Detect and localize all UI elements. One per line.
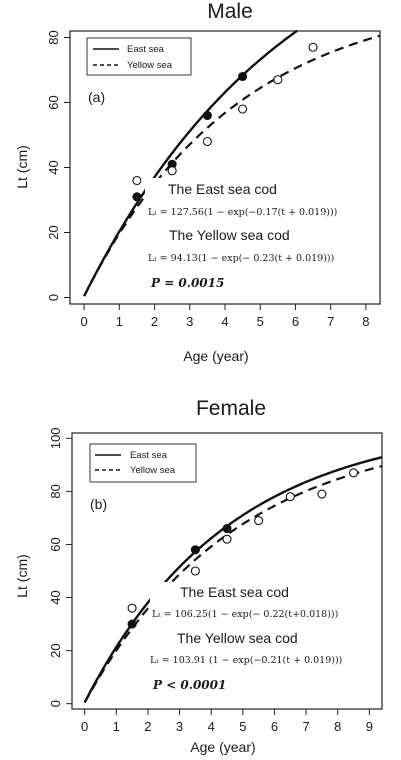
y-tick-label: 20 xyxy=(46,225,61,239)
x-tick-label: 0 xyxy=(80,314,87,329)
y-tick-label: 40 xyxy=(46,160,61,174)
panel-b-east-label: The East sea cod xyxy=(180,584,289,600)
panel-a-data-points xyxy=(132,42,318,202)
panel-a-east-equation: Lₜ = 127.56(1 − exp(−0.17(t + 0.019))) xyxy=(148,207,337,218)
panel-a-y-axis: 0 20 40 60 80 xyxy=(46,30,70,301)
y-tick-label: 0 xyxy=(46,294,61,301)
panel-a-x-axis: 0 1 2 3 4 5 6 7 8 xyxy=(80,304,370,329)
panel-b-plot-frame xyxy=(71,432,383,710)
yellow-sea-point xyxy=(167,166,177,176)
y-tick-label: 100 xyxy=(48,427,63,449)
panel-a-legend-east-label: East sea xyxy=(127,44,165,55)
yellow-sea-point xyxy=(348,468,359,478)
x-tick-label: 8 xyxy=(362,314,369,329)
panel-a-y-axis-title: Lt (cm) xyxy=(14,145,30,189)
yellow-sea-point xyxy=(222,534,232,544)
x-tick-label: 7 xyxy=(327,314,334,329)
panel-b-legend-east-label: East sea xyxy=(130,450,168,461)
panel-a-east-sea-curve xyxy=(83,29,298,297)
panel-a-x-axis-title: Age (year) xyxy=(183,348,248,364)
panel-b-x-axis: 0 1 2 3 4 5 6 7 8 9 xyxy=(81,709,373,734)
yellow-sea-point xyxy=(238,104,248,114)
panel-a-yellow-equation: Lₜ = 94.13(1 − exp(− 0.23(t + 0.019))) xyxy=(148,253,334,264)
y-tick-label: 60 xyxy=(48,537,63,551)
east-sea-point xyxy=(127,619,137,629)
yellow-sea-point xyxy=(308,42,318,52)
panel-b-y-axis: 0 20 40 60 80 100 xyxy=(48,427,72,707)
yellow-sea-point xyxy=(127,603,137,613)
panel-a-label: (a) xyxy=(88,89,105,105)
x-tick-label: 5 xyxy=(257,314,264,329)
x-tick-label: 3 xyxy=(176,719,183,734)
x-tick-label: 5 xyxy=(239,719,246,734)
east-sea-point xyxy=(190,545,200,555)
yellow-sea-point xyxy=(202,136,212,147)
panel-b-legend-yellow-label: Yellow sea xyxy=(130,465,176,476)
panel-b-label: (b) xyxy=(90,496,107,512)
y-tick-label: 20 xyxy=(48,643,63,657)
x-tick-label: 4 xyxy=(208,719,215,734)
panel-b-legend-box xyxy=(89,443,197,483)
panel-b-east-equation: Lₜ = 106.25(1 − exp(− 0.22(t+0.018))) xyxy=(152,609,338,620)
panel-a-p-value: P = 0.0015 xyxy=(150,276,224,290)
east-sea-point xyxy=(238,71,248,82)
yellow-sea-point xyxy=(317,489,327,499)
panel-b-annotation-backdrop xyxy=(150,582,381,694)
x-tick-label: 1 xyxy=(113,719,120,734)
panel-a-title: Male xyxy=(207,0,253,23)
panel-a-yellow-sea-curve xyxy=(83,34,381,297)
east-sea-point xyxy=(132,192,142,202)
y-tick-label: 60 xyxy=(46,95,61,109)
panel-b-legend: East sea Yellow sea xyxy=(89,443,197,483)
y-tick-label: 0 xyxy=(48,700,63,707)
panel-b-title: Female xyxy=(196,397,266,420)
x-tick-label: 2 xyxy=(151,314,158,329)
panel-a-annotation-backdrop xyxy=(145,178,379,296)
panel-b-yellow-equation: Lₜ = 103.91 (1 − exp(−0.21(t + 0.019))) xyxy=(150,655,342,666)
y-tick-label: 80 xyxy=(46,30,61,44)
yellow-sea-point xyxy=(190,566,200,576)
panel-a-legend-yellow-label: Yellow sea xyxy=(127,60,173,71)
x-tick-label: 7 xyxy=(302,719,309,734)
panel-a-east-label: The East sea cod xyxy=(168,181,277,197)
panel-a-yellow-label: The Yellow sea cod xyxy=(169,227,290,243)
x-tick-label: 6 xyxy=(292,314,299,329)
east-sea-point xyxy=(222,523,232,534)
x-tick-label: 4 xyxy=(221,314,228,329)
y-tick-label: 40 xyxy=(48,590,63,604)
x-tick-label: 6 xyxy=(271,719,278,734)
panel-b-x-axis-title: Age (year) xyxy=(190,739,255,755)
x-tick-label: 9 xyxy=(366,719,373,734)
x-tick-label: 0 xyxy=(81,719,88,734)
yellow-sea-point xyxy=(285,492,295,502)
panel-b-yellow-label: The Yellow sea cod xyxy=(177,630,298,646)
panel-a-legend: East sea Yellow sea xyxy=(86,37,192,76)
yellow-sea-point xyxy=(254,516,264,526)
panel-a-curves xyxy=(83,29,381,297)
yellow-sea-point xyxy=(273,75,283,85)
east-sea-point xyxy=(202,110,212,121)
x-tick-label: 2 xyxy=(144,719,151,734)
y-tick-label: 80 xyxy=(48,484,63,498)
x-tick-label: 8 xyxy=(334,719,341,734)
yellow-sea-point xyxy=(132,175,142,186)
panel-male: Male 0 1 2 3 4 5 6 7 8 0 20 40 60 80 Age (year) Lt (… xyxy=(14,0,381,364)
x-tick-label: 1 xyxy=(116,314,123,329)
panel-b-y-axis-title: Lt (cm) xyxy=(14,554,30,598)
x-tick-label: 3 xyxy=(186,314,193,329)
panel-b-p-value: P < 0.0001 xyxy=(152,678,226,692)
panel-a-legend-box xyxy=(86,37,192,76)
panel-female: Female 0 1 2 3 4 5 6 7 8 9 0 20 40 60 80 100 Age (year… xyxy=(14,397,383,755)
